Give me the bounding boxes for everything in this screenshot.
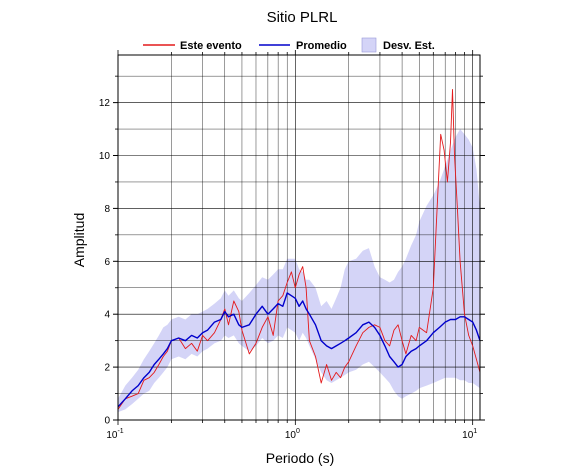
y-tick-label: 6	[104, 257, 110, 268]
series-line-promedio	[117, 292, 481, 408]
y-tick-label: 10	[99, 151, 111, 162]
x-tick-label: 10-1	[106, 428, 123, 441]
plot-frame	[117, 54, 481, 421]
y-tick-label: 12	[99, 98, 111, 109]
grid-layer	[117, 55, 480, 420]
x-tick-label: 101	[462, 428, 477, 441]
axes-layer: 0 2 4 6 8 10 12 10-1 100 101	[99, 50, 485, 441]
chart-title: Sitio PLRL	[267, 9, 338, 26]
y-axis-label: Amplitud	[71, 213, 87, 267]
std-dev-band-layer	[118, 129, 480, 413]
series-layer	[117, 88, 481, 410]
legend-label-este-evento: Este evento	[180, 40, 242, 52]
y-tick-label: 4	[104, 310, 110, 321]
y-tick-label: 0	[104, 416, 110, 427]
chart-legend: Este evento Promedio Desv. Est.	[143, 37, 435, 53]
y-tick-label: 8	[104, 204, 110, 215]
x-tick-label: 100	[285, 428, 300, 441]
legend-swatch-desv-est	[361, 37, 377, 53]
std-dev-band	[118, 129, 480, 413]
legend-label-desv-est: Desv. Est.	[383, 40, 435, 52]
x-axis-label: Periodo (s)	[266, 450, 334, 466]
series-line-este-evento	[117, 88, 481, 410]
legend-label-promedio: Promedio	[296, 40, 347, 52]
y-tick-label: 2	[104, 363, 110, 374]
